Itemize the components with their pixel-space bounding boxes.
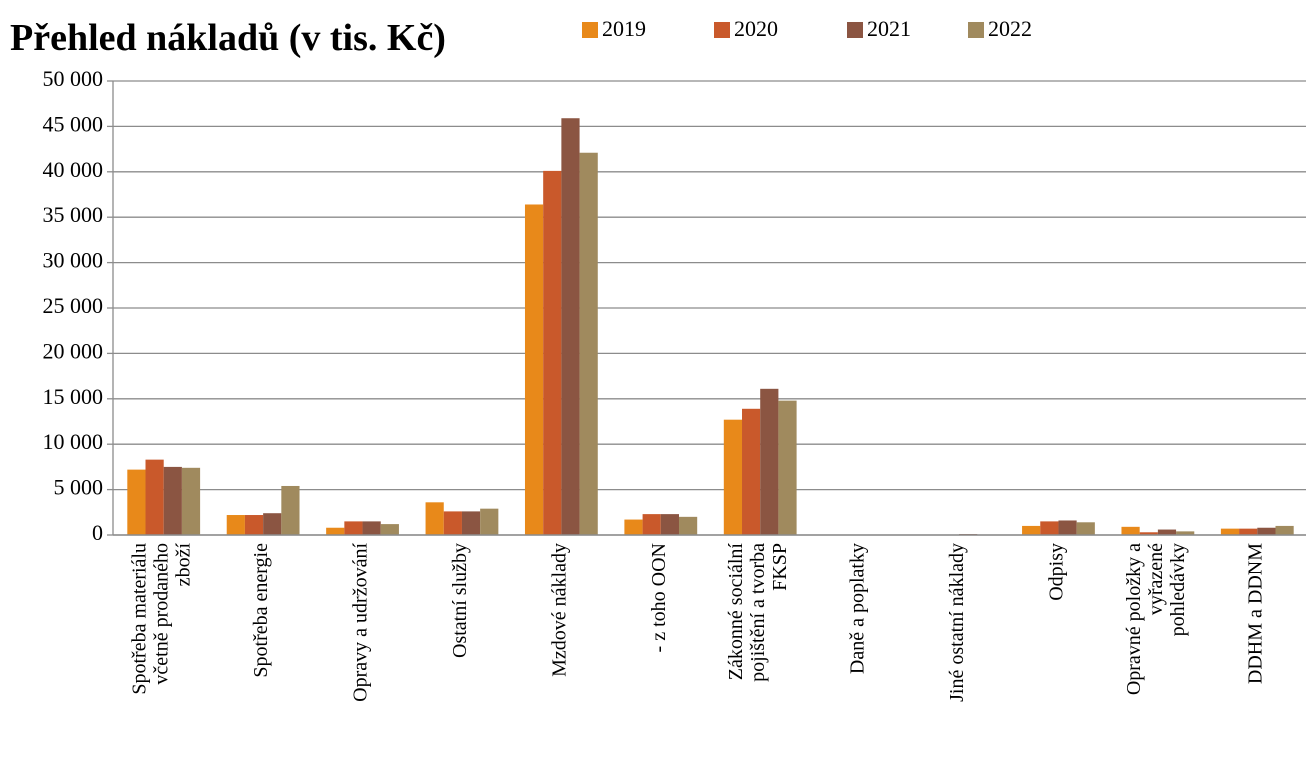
bar [624, 519, 643, 535]
bar [1239, 528, 1258, 535]
bar [1058, 520, 1077, 535]
bar [561, 118, 580, 535]
bar [678, 516, 698, 535]
x-tick-label: Opravy a udržování [349, 543, 371, 702]
bar [742, 408, 761, 535]
bar [1139, 532, 1158, 535]
bar [461, 511, 481, 535]
y-tick-label: 30 000 [43, 248, 104, 273]
legend-swatch [582, 22, 598, 38]
x-tick-label: Spotřeba energie [250, 543, 272, 678]
y-tick-label: 0 [92, 520, 103, 545]
y-tick-label: 15 000 [43, 384, 104, 409]
bar [362, 521, 381, 535]
bar [380, 524, 399, 535]
legend-label: 2020 [734, 16, 778, 41]
y-tick-label: 5 000 [54, 475, 104, 500]
bar [1257, 527, 1276, 535]
legend-swatch [714, 22, 730, 38]
bar [660, 514, 679, 535]
x-tick-label: Opravné položky avyřazenépohledávky [1122, 543, 1188, 695]
chart-title: Přehled nákladů (v tis. Kč) [10, 17, 446, 59]
y-tick-label: 10 000 [43, 429, 104, 454]
bar [480, 508, 499, 535]
y-tick-label: 45 000 [43, 111, 104, 136]
bar [244, 515, 264, 535]
x-tick-label: Daně a poplatky [846, 543, 868, 674]
bar [127, 469, 146, 535]
bar [778, 400, 797, 535]
bar [1275, 525, 1294, 535]
bar [579, 152, 598, 535]
bar [181, 467, 201, 535]
x-tick-label: Spotřeba materiáluvčetně prodanéhozboží [128, 543, 194, 695]
y-tick-label: 20 000 [43, 338, 104, 363]
bar [1157, 529, 1177, 535]
legend-label: 2021 [867, 16, 911, 41]
bar [1176, 531, 1195, 535]
x-tick-label: Odpisy [1045, 543, 1067, 601]
bar [344, 521, 363, 535]
bar [642, 514, 661, 535]
bar [524, 204, 544, 535]
bar [281, 485, 300, 535]
y-tick-label: 40 000 [43, 157, 104, 182]
x-tick-label: Mzdové náklady [548, 543, 570, 677]
bar [1022, 525, 1041, 535]
legend-label: 2019 [602, 16, 646, 41]
y-tick-label: 35 000 [43, 202, 104, 227]
bar [145, 459, 164, 535]
x-tick-label: Ostatní služby [449, 543, 471, 658]
bar [723, 419, 743, 535]
bar [226, 515, 245, 535]
bar [163, 466, 182, 535]
y-tick-label: 50 000 [43, 66, 104, 91]
legend-swatch [968, 22, 984, 38]
x-tick-label: DDHM a DDNM [1244, 543, 1266, 684]
bar [263, 513, 282, 535]
legend-swatch [847, 22, 863, 38]
bar [543, 170, 562, 535]
x-tick-label: - z toho OON [647, 543, 669, 652]
bar [443, 511, 462, 535]
x-tick-label: Jiné ostatní náklady [946, 543, 968, 702]
bar [1220, 528, 1240, 535]
bar [1040, 521, 1059, 535]
bar [326, 527, 345, 535]
legend-label: 2022 [988, 16, 1032, 41]
bar [1076, 522, 1095, 535]
bar [425, 502, 444, 535]
bar [760, 388, 779, 535]
y-tick-label: 25 000 [43, 293, 104, 318]
x-tick-label: Zákonné sociálnípojištění a tvorbaFKSP [725, 543, 791, 682]
bar [1121, 526, 1140, 535]
